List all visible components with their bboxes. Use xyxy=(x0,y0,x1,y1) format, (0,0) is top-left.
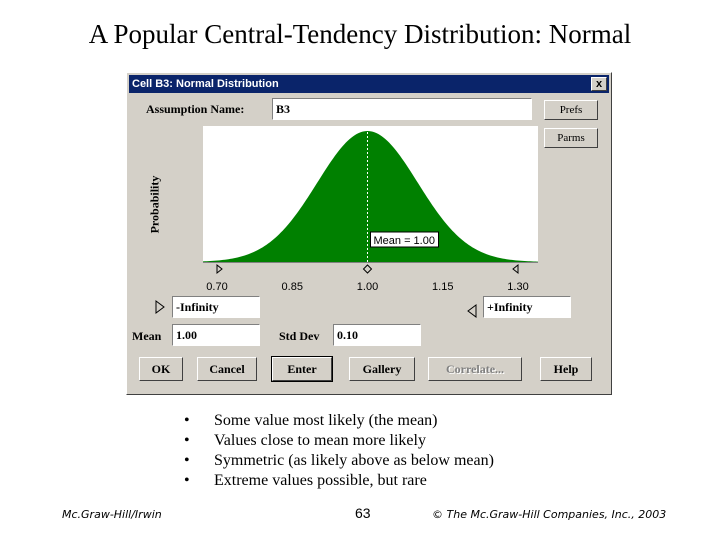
bullet-item: • Extreme values possible, but rare xyxy=(184,472,427,489)
mean-input[interactable]: 1.00 xyxy=(172,324,260,346)
mean-annotation: Mean = 1.00 xyxy=(370,231,439,248)
x-tick-label: 1.15 xyxy=(432,281,454,293)
lower-bound-icon[interactable] xyxy=(154,300,166,314)
distribution-area xyxy=(203,131,538,262)
distribution-chart: Mean = 1.00 xyxy=(203,126,538,275)
footer-publisher: Mc.Graw-Hill/Irwin xyxy=(62,508,162,521)
bullet-item: • Symmetric (as likely above as below mea… xyxy=(184,452,494,469)
prefs-button[interactable]: Prefs xyxy=(544,100,598,120)
assumption-name-input[interactable]: B3 xyxy=(272,98,532,120)
enter-button[interactable]: Enter xyxy=(271,356,333,382)
mean-label: Mean xyxy=(132,329,162,343)
mean-grabber-icon[interactable] xyxy=(362,264,373,274)
x-tick-label: 0.70 xyxy=(206,281,228,293)
ok-button[interactable]: OK xyxy=(139,357,183,381)
upper-bound-input[interactable]: +Infinity xyxy=(483,296,571,318)
y-axis-label-text: Probability xyxy=(147,175,162,234)
dialog-title: Cell B3: Normal Distribution xyxy=(132,78,279,90)
y-axis-label: Probability xyxy=(145,167,165,247)
correlate-button[interactable]: Correlate... xyxy=(428,357,522,381)
x-tick-label: 0.85 xyxy=(281,281,303,293)
footer-copyright: © The Mc.Graw-Hill Companies, Inc., 2003 xyxy=(432,508,667,521)
parms-button[interactable]: Parms xyxy=(544,128,598,148)
std-dev-label: Std Dev xyxy=(279,329,320,343)
gallery-button[interactable]: Gallery xyxy=(349,357,415,381)
close-button[interactable]: x xyxy=(591,77,607,91)
upper-grabber-icon[interactable] xyxy=(512,263,519,275)
cancel-button[interactable]: Cancel xyxy=(197,357,257,381)
x-tick-label: 1.30 xyxy=(507,281,529,293)
bullet-list: • Some value most likely (the mean) • Valu… xyxy=(184,411,494,491)
slide-title: A Popular Central-Tendency Distribution:… xyxy=(88,19,632,49)
upper-bound-icon[interactable] xyxy=(466,304,478,318)
mean-annotation-text: Mean = 1.00 xyxy=(374,235,435,247)
help-button[interactable]: Help xyxy=(540,357,592,381)
x-tick-label: 1.00 xyxy=(356,281,379,293)
std-dev-input[interactable]: 0.10 xyxy=(333,324,421,346)
bullet-item: • Some value most likely (the mean) xyxy=(184,412,438,429)
lower-grabber-icon[interactable] xyxy=(216,263,223,275)
dialog-titlebar: Cell B3: Normal Distribution x xyxy=(129,75,609,93)
page-number: 63 xyxy=(355,505,371,521)
lower-bound-input[interactable]: -Infinity xyxy=(172,296,260,318)
assumption-name-label: Assumption Name: xyxy=(146,102,245,116)
bullet-item: • Values close to mean more likely xyxy=(184,432,426,449)
